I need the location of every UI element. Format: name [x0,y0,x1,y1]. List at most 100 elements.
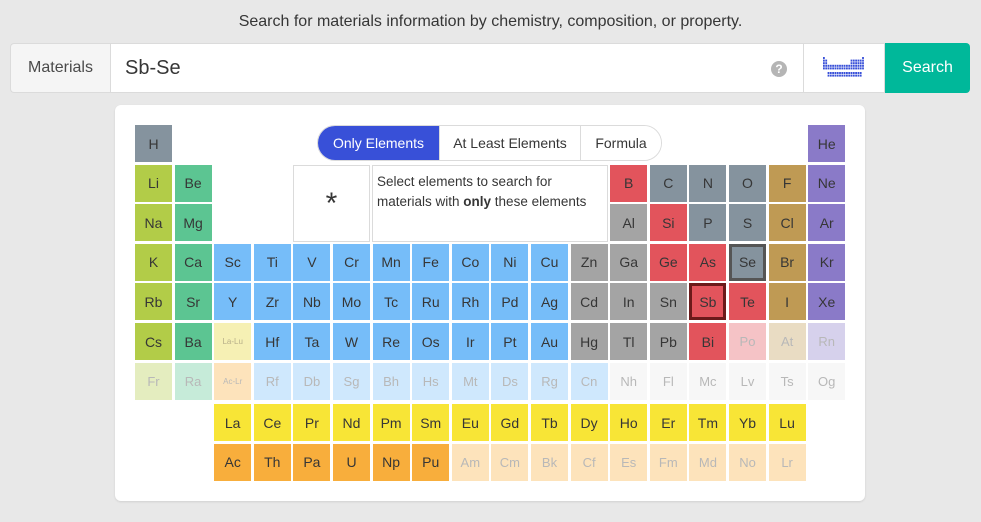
element-nb[interactable]: Nb [293,283,331,321]
element-mg[interactable]: Mg [174,204,212,242]
element-ne[interactable]: Ne [808,164,846,202]
element-na[interactable]: Na [135,204,172,242]
element-mn[interactable]: Mn [372,243,410,281]
element-pm[interactable]: Pm [372,404,410,441]
element-sn[interactable]: Sn [649,283,687,321]
element-cd[interactable]: Cd [570,283,608,321]
element-yb[interactable]: Yb [729,404,766,441]
element-rh[interactable]: Rh [451,283,489,321]
element-eu[interactable]: Eu [451,404,489,441]
element-h[interactable]: H [135,125,172,162]
element-li[interactable]: Li [135,164,172,202]
element-v[interactable]: V [293,243,331,281]
search-button[interactable]: Search [885,43,970,93]
search-input-wrapper[interactable]: ? [110,43,804,93]
element-cr[interactable]: Cr [333,243,370,281]
periodic-table-toggle-button[interactable] [804,43,885,93]
element-gd[interactable]: Gd [491,404,529,441]
element-sm[interactable]: Sm [412,404,450,441]
element-be[interactable]: Be [174,164,212,202]
element-w[interactable]: W [333,323,370,360]
element-ir[interactable]: Ir [451,323,489,360]
element-cu[interactable]: Cu [531,243,568,281]
element-pd[interactable]: Pd [491,283,529,321]
element-np[interactable]: Np [372,443,410,481]
element-la[interactable]: La [214,404,252,441]
element-c[interactable]: C [649,164,687,202]
element-y[interactable]: Y [214,283,252,321]
element-u[interactable]: U [333,443,370,481]
element-zn[interactable]: Zn [570,243,608,281]
element-mo[interactable]: Mo [333,283,370,321]
element-er[interactable]: Er [649,404,687,441]
element-dy[interactable]: Dy [570,404,608,441]
element-te[interactable]: Te [729,283,766,321]
element-cl[interactable]: Cl [768,204,806,242]
element-tc[interactable]: Tc [372,283,410,321]
element-tm[interactable]: Tm [689,404,727,441]
wildcard-element-button[interactable]: * [293,165,370,242]
element-ar[interactable]: Ar [808,204,846,242]
element-pt[interactable]: Pt [491,323,529,360]
tab-at-least-elements[interactable]: At Least Elements [440,126,581,160]
tab-only-elements[interactable]: Only Elements [318,126,440,160]
element-pu[interactable]: Pu [412,443,450,481]
element-cs[interactable]: Cs [135,323,172,360]
element-si[interactable]: Si [649,204,687,242]
element-tl[interactable]: Tl [610,323,648,360]
element-th[interactable]: Th [253,443,291,481]
element-sc[interactable]: Sc [214,243,252,281]
element-ge[interactable]: Ge [649,243,687,281]
element-al[interactable]: Al [610,204,648,242]
element-f[interactable]: F [768,164,806,202]
element-ho[interactable]: Ho [610,404,648,441]
element-au[interactable]: Au [531,323,568,360]
element-pa[interactable]: Pa [293,443,331,481]
element-ni[interactable]: Ni [491,243,529,281]
element-o[interactable]: O [729,164,766,202]
element-as[interactable]: As [689,243,727,281]
element-ti[interactable]: Ti [253,243,291,281]
element-i[interactable]: I [768,283,806,321]
tab-formula[interactable]: Formula [581,126,661,160]
element-lu[interactable]: Lu [768,404,806,441]
element-he[interactable]: He [808,125,846,162]
element-k[interactable]: K [135,243,172,281]
element-bi[interactable]: Bi [689,323,727,360]
element-rb[interactable]: Rb [135,283,172,321]
element-fe[interactable]: Fe [412,243,450,281]
element-hg[interactable]: Hg [570,323,608,360]
element-ac[interactable]: Ac [214,443,252,481]
element-tb[interactable]: Tb [531,404,568,441]
element-os[interactable]: Os [412,323,450,360]
element-ga[interactable]: Ga [610,243,648,281]
element-ta[interactable]: Ta [293,323,331,360]
search-label: Materials [10,43,110,93]
element-in[interactable]: In [610,283,648,321]
element-b[interactable]: B [610,164,648,202]
element-ba[interactable]: Ba [174,323,212,360]
element-s[interactable]: S [729,204,766,242]
element-la-lu[interactable]: La-Lu [214,323,252,360]
element-ca[interactable]: Ca [174,243,212,281]
element-n[interactable]: N [689,164,727,202]
search-input[interactable] [111,45,751,91]
element-kr[interactable]: Kr [808,243,846,281]
element-sr[interactable]: Sr [174,283,212,321]
element-re[interactable]: Re [372,323,410,360]
element-hf[interactable]: Hf [253,323,291,360]
question-circle-icon[interactable]: ? [771,61,787,77]
element-nd[interactable]: Nd [333,404,370,441]
element-ru[interactable]: Ru [412,283,450,321]
element-co[interactable]: Co [451,243,489,281]
element-br[interactable]: Br [768,243,806,281]
element-sb[interactable]: Sb [689,283,727,321]
element-xe[interactable]: Xe [808,283,846,321]
element-p[interactable]: P [689,204,727,242]
element-ce[interactable]: Ce [253,404,291,441]
element-zr[interactable]: Zr [253,283,291,321]
element-se[interactable]: Se [729,243,766,281]
element-pb[interactable]: Pb [649,323,687,360]
element-ag[interactable]: Ag [531,283,568,321]
element-pr[interactable]: Pr [293,404,331,441]
